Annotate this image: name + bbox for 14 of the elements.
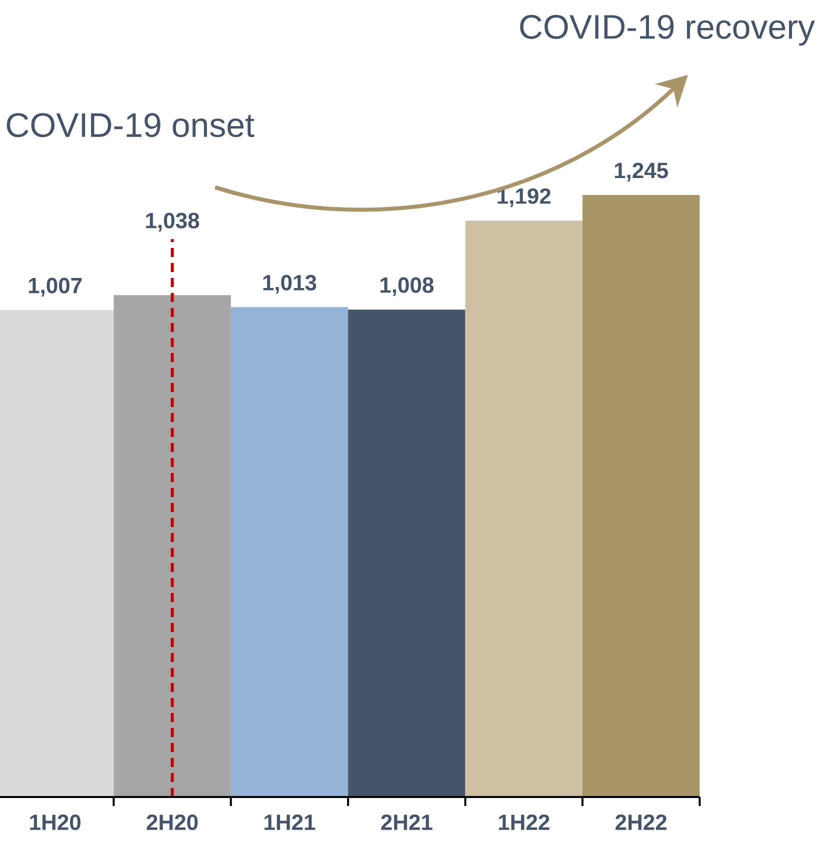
data-label: 1,013	[263, 274, 316, 294]
data-label: 1,038	[146, 212, 200, 232]
data-label: 1,007	[28, 278, 82, 297]
x-tick-label: 2H22	[616, 814, 666, 830]
x-tick-label: 1H21	[264, 814, 316, 830]
x-tick-label: 2H20	[146, 814, 198, 830]
x-tick-label: 2H21	[381, 814, 432, 830]
x-tick-label: 1H22	[498, 814, 550, 830]
data-label: 1,245	[614, 162, 668, 182]
data-label: 1,192	[498, 188, 551, 208]
text: COVID-19 recovery	[520, 14, 815, 46]
data-label: 1,008	[380, 277, 434, 296]
x-tick-label: 1H20	[30, 814, 80, 830]
text: COVID-19 onset	[6, 113, 254, 138]
